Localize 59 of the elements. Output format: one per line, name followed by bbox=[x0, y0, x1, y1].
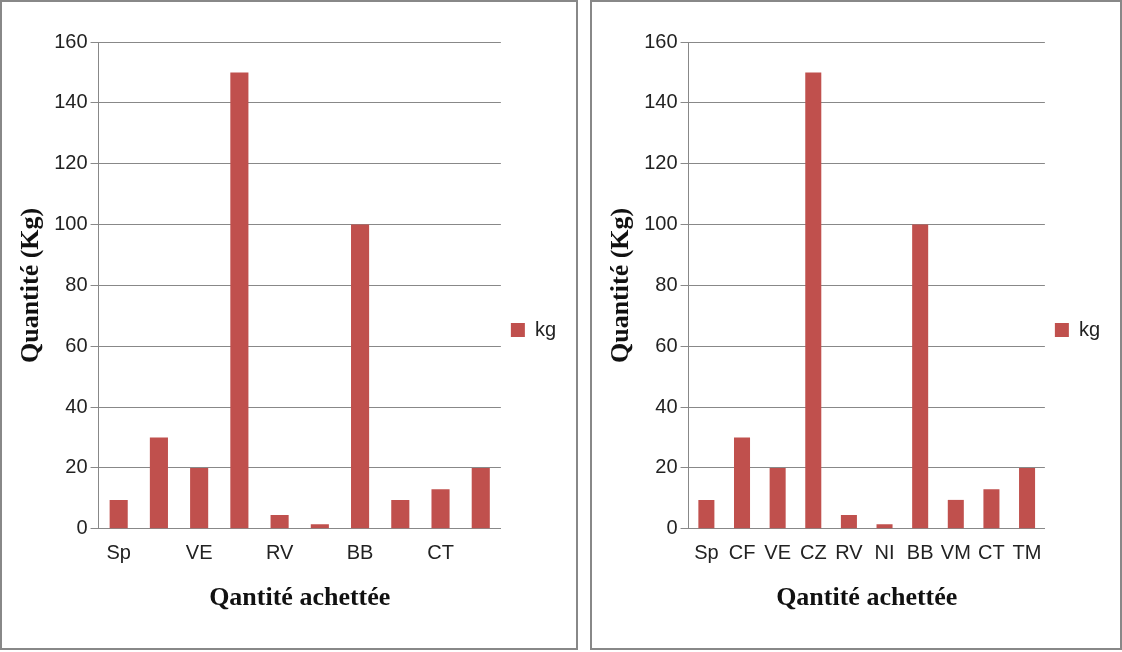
y-tick-label: 160 bbox=[644, 29, 678, 52]
x-tick-label: VE bbox=[764, 541, 791, 564]
x-tick-label: BB bbox=[906, 541, 934, 564]
y-axis-title: Quantité (Kg) bbox=[15, 207, 45, 364]
x-tick-label: Sp bbox=[106, 541, 131, 564]
y-tick-label: 0 bbox=[76, 516, 88, 539]
bar bbox=[190, 467, 209, 529]
y-tick-label: 100 bbox=[644, 212, 678, 235]
y-axis-title: Quantité (Kg) bbox=[605, 207, 635, 364]
x-tick-label: BB bbox=[346, 541, 374, 564]
y-tick-label: 20 bbox=[655, 455, 678, 478]
y-tick-label: 140 bbox=[54, 90, 88, 113]
bar bbox=[471, 467, 490, 529]
bar bbox=[310, 524, 329, 529]
bar bbox=[947, 499, 964, 529]
x-tick-label: VE bbox=[185, 541, 213, 564]
x-tick-label: TM bbox=[1012, 541, 1042, 564]
x-tick-label: NI bbox=[874, 541, 895, 564]
bar bbox=[912, 224, 929, 529]
bar bbox=[876, 524, 893, 529]
bar bbox=[769, 467, 786, 529]
y-tick-label: 60 bbox=[655, 333, 678, 356]
bar bbox=[109, 499, 128, 529]
legend-label: kg bbox=[534, 317, 556, 340]
y-tick-label: 40 bbox=[655, 394, 678, 417]
x-axis-title: Qantité achettée bbox=[209, 582, 391, 612]
x-tick-label: RV bbox=[835, 541, 864, 564]
bar bbox=[351, 224, 370, 529]
x-tick-label: RV bbox=[265, 541, 294, 564]
x-tick-label: CT bbox=[978, 541, 1005, 564]
bar bbox=[983, 489, 1000, 529]
legend-label: kg bbox=[1078, 317, 1100, 340]
bar bbox=[149, 437, 168, 529]
x-tick-label: CZ bbox=[799, 541, 827, 564]
y-tick-label: 20 bbox=[65, 455, 88, 478]
x-tick-label: CT bbox=[427, 541, 454, 564]
y-tick-label: 60 bbox=[65, 333, 88, 356]
bar bbox=[734, 437, 751, 529]
bar bbox=[1019, 467, 1036, 529]
bar bbox=[805, 72, 822, 529]
bar bbox=[230, 72, 249, 529]
y-tick-label: 120 bbox=[644, 151, 678, 174]
bar bbox=[270, 515, 289, 529]
x-tick-label: VM bbox=[940, 541, 971, 564]
bar bbox=[391, 499, 410, 529]
y-tick-label: 80 bbox=[65, 272, 88, 295]
y-tick-label: 140 bbox=[644, 90, 678, 113]
bar bbox=[698, 499, 715, 529]
y-tick-label: 120 bbox=[54, 151, 88, 174]
bar bbox=[431, 489, 450, 529]
x-tick-label: CF bbox=[728, 541, 756, 564]
bar bbox=[840, 515, 857, 529]
y-tick-label: 0 bbox=[666, 516, 678, 539]
y-tick-label: 100 bbox=[54, 212, 88, 235]
x-axis-title: Qantité achettée bbox=[776, 582, 958, 612]
x-tick-label: Sp bbox=[694, 541, 719, 564]
y-tick-label: 40 bbox=[65, 394, 88, 417]
y-tick-label: 160 bbox=[54, 29, 88, 52]
y-tick-label: 80 bbox=[655, 272, 678, 295]
